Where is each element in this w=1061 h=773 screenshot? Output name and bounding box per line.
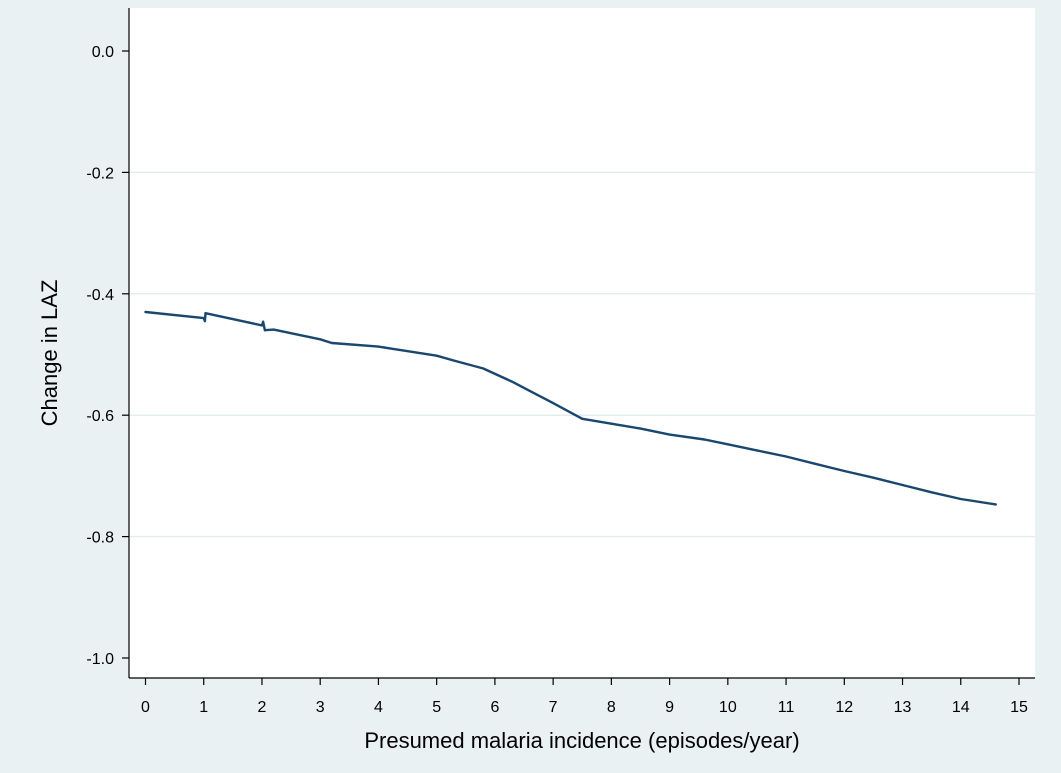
- x-tick-label-6: 6: [490, 699, 499, 716]
- data-point-0-32: [994, 503, 997, 506]
- grid-lines: [130, 171, 1035, 538]
- y-tick-label-3: -0.6: [86, 408, 114, 425]
- x-tick-label-11: 11: [778, 699, 795, 716]
- data-point-0-13: [453, 359, 456, 362]
- data-point-0-6: [263, 329, 266, 332]
- data-point-0-4: [260, 324, 264, 327]
- data-point-0-22: [703, 438, 706, 441]
- x-tick-label-0: 0: [141, 699, 150, 716]
- data-point-0-27: [843, 469, 846, 473]
- data-point-0-7: [272, 328, 275, 331]
- x-tick-label-4: 4: [374, 699, 383, 716]
- y-tick-label-5: -1.0: [86, 651, 114, 668]
- data-point-0-2: [203, 320, 206, 323]
- data-point-0-10: [377, 345, 380, 348]
- x-tick-label-8: 8: [607, 699, 616, 716]
- x-tick-label-1: 1: [199, 699, 208, 716]
- data-point-0-17: [552, 401, 555, 405]
- data-point-0-8: [319, 338, 322, 341]
- x-tick-label-15: 15: [1010, 699, 1028, 716]
- x-tick-label-7: 7: [549, 699, 558, 716]
- data-point-0-16: [528, 389, 531, 393]
- data-point-0-28: [872, 476, 875, 479]
- x-tick-label-14: 14: [952, 699, 970, 716]
- data-point-0-23: [726, 443, 729, 446]
- y-tick-label-2: -0.4: [86, 287, 114, 304]
- x-tick-label-13: 13: [894, 699, 912, 716]
- series-layer: [144, 310, 997, 506]
- data-point-0-1: [202, 316, 205, 320]
- data-point-0-31: [959, 497, 962, 501]
- data-point-0-5: [262, 320, 265, 323]
- y-axis-ticks: 0.0 -0.2 -0.4 -0.6 -0.8 -1.0: [86, 44, 129, 668]
- data-point-0-12: [435, 354, 438, 357]
- data-point-0-18: [581, 417, 584, 420]
- data-point-0-24: [755, 449, 759, 452]
- y-tick-label-4: -0.8: [86, 530, 114, 547]
- data-point-0-3: [204, 312, 207, 315]
- plot-area: [129, 8, 1035, 678]
- x-tick-label-12: 12: [835, 699, 853, 716]
- data-point-0-30: [930, 491, 933, 494]
- data-point-0-15: [511, 380, 514, 383]
- y-axis-title: Change in LAZ: [37, 280, 62, 427]
- x-tick-label-9: 9: [665, 699, 674, 716]
- data-point-0-25: [784, 455, 788, 458]
- data-point-0-0: [144, 310, 147, 314]
- x-tick-label-3: 3: [316, 699, 325, 716]
- data-point-0-20: [639, 427, 642, 430]
- x-tick-label-5: 5: [432, 699, 441, 716]
- data-point-0-19: [610, 422, 613, 425]
- data-point-0-29: [901, 483, 904, 487]
- data-point-0-26: [814, 462, 817, 465]
- x-tick-label-2: 2: [258, 699, 267, 716]
- data-point-0-14: [482, 367, 485, 370]
- y-tick-label-0: 0.0: [92, 44, 114, 61]
- y-tick-label-1: -0.2: [86, 165, 114, 182]
- data-point-0-9: [330, 341, 333, 345]
- x-axis-ticks: 0 1 2 3 4 5 6 7 8 9 10 11 12 13 14 15: [141, 678, 1028, 716]
- x-axis-title: Presumed malaria incidence (episodes/yea…: [364, 728, 799, 753]
- data-point-0-21: [668, 433, 671, 436]
- x-tick-label-10: 10: [719, 699, 737, 716]
- data-point-0-11: [388, 347, 392, 350]
